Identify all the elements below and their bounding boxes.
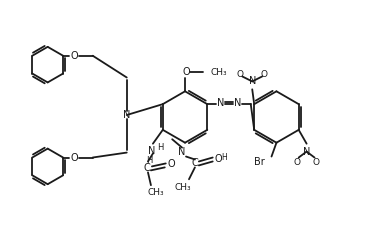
Text: O: O [70, 51, 78, 61]
Text: O: O [261, 70, 268, 79]
Text: Br: Br [254, 157, 265, 168]
Text: O: O [70, 153, 78, 163]
Text: H: H [222, 153, 227, 162]
Text: N: N [234, 98, 242, 108]
Text: N: N [249, 77, 256, 86]
Text: N: N [303, 146, 310, 157]
Text: CH₃: CH₃ [175, 183, 191, 192]
Text: O: O [168, 159, 176, 169]
Text: O: O [293, 158, 300, 167]
Text: O: O [182, 66, 190, 77]
Text: H: H [157, 143, 163, 152]
Text: O: O [215, 154, 223, 165]
Text: C: C [144, 163, 150, 173]
Text: N: N [178, 146, 186, 157]
Text: H: H [146, 156, 152, 165]
Text: CH₃: CH₃ [147, 188, 164, 197]
Text: C: C [191, 158, 198, 168]
Text: N: N [148, 146, 156, 156]
Text: CH₃: CH₃ [211, 68, 227, 77]
Text: N: N [123, 110, 130, 120]
Text: O: O [313, 158, 320, 167]
Text: N: N [217, 98, 225, 108]
Text: O: O [237, 70, 244, 79]
